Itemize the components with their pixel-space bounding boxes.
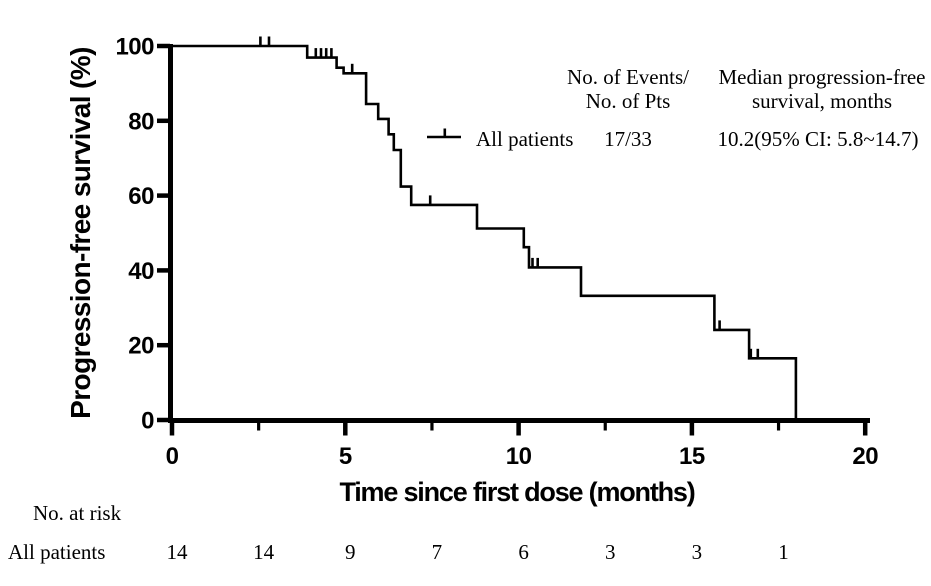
survival-curve-layer <box>172 36 798 420</box>
legend: No. of Events/ No. of Pts Median progres… <box>427 65 926 151</box>
risk-table-values: 14 14 9 7 6 3 3 1 <box>167 540 789 564</box>
legend-events-value: 17/33 <box>604 127 652 151</box>
x-axis-tick-label: 20 <box>852 443 878 470</box>
y-axis-tick-label: 20 <box>128 333 154 360</box>
risk-count: 3 <box>605 540 616 564</box>
risk-count: 6 <box>518 540 529 564</box>
risk-count: 14 <box>167 540 189 564</box>
risk-count: 1 <box>778 540 789 564</box>
risk-table: No. at risk All patients 14 14 9 7 6 3 3 1 <box>8 501 789 564</box>
legend-col1-header-line2: No. of Pts <box>586 89 671 113</box>
y-axis-tick-label: 100 <box>115 34 154 61</box>
censor-tick <box>718 320 721 329</box>
x-axis-title: Time since first dose (months) <box>339 477 694 507</box>
risk-table-row-label: All patients <box>8 540 105 564</box>
censor-tick <box>756 348 760 358</box>
x-axis-tick-label: 5 <box>339 443 352 470</box>
legend-median-value: 10.2(95% CI: 5.8~14.7) <box>718 127 919 151</box>
risk-count: 9 <box>345 540 356 564</box>
censor-tick <box>531 257 534 267</box>
censor-tick <box>428 195 432 204</box>
censor-tick <box>314 48 318 57</box>
y-axis-tick-label: 60 <box>128 183 154 210</box>
y-axis-title: Progression-free survival (%) <box>65 47 96 419</box>
censor-tick <box>536 257 539 267</box>
risk-count: 14 <box>253 540 275 564</box>
y-axis-tick-label: 40 <box>128 258 154 285</box>
legend-col1-header-line1: No. of Events/ <box>567 65 689 89</box>
risk-table-title: No. at risk <box>33 501 122 525</box>
censor-tick <box>350 63 354 73</box>
legend-col2-header-line2: survival, months <box>752 89 892 113</box>
y-axis-tick-label: 0 <box>141 408 154 435</box>
survival-curve <box>172 44 798 420</box>
y-axis-tick-label: 80 <box>128 108 154 135</box>
legend-col2-header-line1: Median progression-free <box>718 65 925 89</box>
legend-key-censor-tick <box>443 128 447 137</box>
x-axis-tick-label: 0 <box>166 443 179 470</box>
legend-series-label: All patients <box>476 127 573 151</box>
censor-tick <box>267 36 271 46</box>
censor-tick <box>324 48 328 57</box>
risk-count: 3 <box>692 540 703 564</box>
axes: 0 20 40 60 80 100 0 5 10 15 20 <box>115 34 878 471</box>
x-axis-tick-label: 10 <box>506 443 532 470</box>
risk-count: 7 <box>432 540 443 564</box>
censor-tick <box>749 348 753 358</box>
censor-tick <box>319 48 323 57</box>
censor-tick <box>259 36 262 46</box>
x-axis-tick-label: 15 <box>679 443 705 470</box>
censor-tick <box>330 48 333 57</box>
